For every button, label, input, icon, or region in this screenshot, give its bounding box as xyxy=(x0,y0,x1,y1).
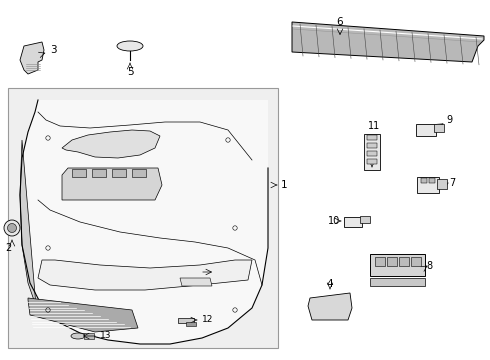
Bar xyxy=(186,322,196,326)
Ellipse shape xyxy=(71,333,85,339)
Bar xyxy=(112,169,126,177)
Text: 10: 10 xyxy=(328,216,340,226)
Ellipse shape xyxy=(117,41,143,51)
Bar xyxy=(367,135,377,140)
Text: 3: 3 xyxy=(50,45,57,55)
Polygon shape xyxy=(20,100,268,344)
Bar xyxy=(367,151,377,156)
Bar xyxy=(429,178,435,183)
Text: 8: 8 xyxy=(426,261,432,271)
Bar xyxy=(399,257,409,266)
Bar xyxy=(72,169,86,177)
Bar xyxy=(8,88,278,348)
Bar xyxy=(387,257,397,266)
FancyBboxPatch shape xyxy=(434,124,444,132)
Polygon shape xyxy=(62,168,162,200)
Bar xyxy=(364,134,380,170)
Bar xyxy=(375,257,385,266)
Bar xyxy=(370,278,425,286)
Circle shape xyxy=(4,220,20,236)
Bar xyxy=(421,178,427,183)
Bar xyxy=(417,177,439,193)
Bar xyxy=(367,159,377,164)
Text: 1: 1 xyxy=(281,180,288,190)
Bar xyxy=(132,169,146,177)
Text: 12: 12 xyxy=(202,315,213,324)
Polygon shape xyxy=(28,298,138,332)
Polygon shape xyxy=(38,260,252,290)
Polygon shape xyxy=(62,130,160,158)
Text: 4: 4 xyxy=(327,279,333,289)
FancyBboxPatch shape xyxy=(416,124,436,136)
Text: 5: 5 xyxy=(127,67,133,77)
Bar xyxy=(178,318,194,323)
Text: 13: 13 xyxy=(100,332,112,341)
Bar xyxy=(437,179,447,189)
Bar xyxy=(84,333,94,339)
Bar xyxy=(360,216,370,223)
Polygon shape xyxy=(292,22,484,62)
Text: 6: 6 xyxy=(337,17,343,27)
Text: 9: 9 xyxy=(446,115,452,125)
Polygon shape xyxy=(180,278,212,286)
Polygon shape xyxy=(20,140,36,306)
Bar xyxy=(92,169,106,177)
Bar xyxy=(344,217,362,227)
Polygon shape xyxy=(20,42,44,74)
Circle shape xyxy=(7,224,17,233)
Text: 2: 2 xyxy=(5,243,11,253)
Text: 7: 7 xyxy=(449,178,455,188)
Bar xyxy=(370,254,425,276)
Polygon shape xyxy=(308,293,352,320)
Bar xyxy=(367,143,377,148)
Text: 11: 11 xyxy=(368,121,380,131)
Bar xyxy=(411,257,421,266)
